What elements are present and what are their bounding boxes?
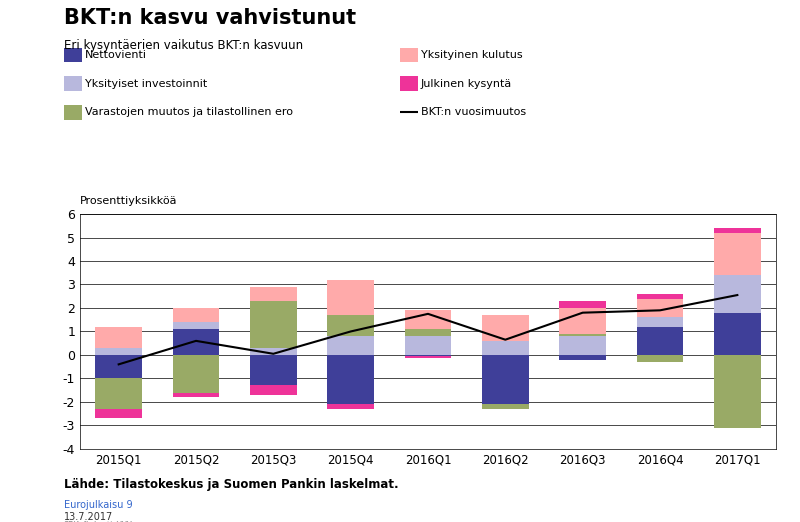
Bar bbox=[405, 355, 451, 356]
Bar bbox=[250, 287, 297, 301]
Text: Eurojulkaisu 9: Eurojulkaisu 9 bbox=[64, 500, 133, 510]
Bar bbox=[173, 322, 219, 329]
Bar bbox=[95, 378, 142, 409]
Bar bbox=[482, 404, 529, 409]
Text: Lähde: Tilastokeskus ja Suomen Pankin laskelmat.: Lähde: Tilastokeskus ja Suomen Pankin la… bbox=[64, 478, 398, 491]
Bar bbox=[327, 315, 374, 336]
Text: BKT:n kasvu vahvistunut: BKT:n kasvu vahvistunut bbox=[64, 8, 356, 28]
Text: 13.7.2017: 13.7.2017 bbox=[64, 512, 114, 521]
Bar bbox=[173, 329, 219, 355]
Bar bbox=[559, 334, 606, 336]
Text: Prosenttiyksikköä: Prosenttiyksikköä bbox=[80, 196, 178, 206]
Bar bbox=[405, 356, 451, 359]
Bar bbox=[714, 275, 761, 313]
Bar bbox=[173, 355, 219, 393]
Bar bbox=[482, 315, 529, 341]
Bar bbox=[637, 317, 683, 327]
Bar bbox=[95, 348, 142, 355]
Text: SPKşfinlanti_YYY: SPKşfinlanti_YYY bbox=[64, 521, 133, 522]
Bar bbox=[327, 336, 374, 355]
Bar bbox=[559, 301, 606, 308]
Bar bbox=[173, 393, 219, 397]
Bar bbox=[482, 355, 529, 404]
Bar bbox=[482, 341, 529, 355]
Bar bbox=[250, 385, 297, 395]
Bar bbox=[714, 228, 761, 233]
Bar bbox=[95, 409, 142, 419]
Bar bbox=[405, 329, 451, 336]
Bar bbox=[637, 327, 683, 355]
Bar bbox=[559, 355, 606, 360]
Bar bbox=[714, 313, 761, 355]
Text: Yksityinen kulutus: Yksityinen kulutus bbox=[421, 50, 522, 60]
Bar bbox=[327, 280, 374, 315]
Bar bbox=[95, 327, 142, 348]
Bar bbox=[327, 404, 374, 409]
Bar bbox=[250, 301, 297, 348]
Bar bbox=[405, 310, 451, 329]
Bar bbox=[250, 348, 297, 355]
Bar bbox=[637, 355, 683, 362]
Bar bbox=[637, 294, 683, 299]
Bar bbox=[714, 355, 761, 428]
Bar bbox=[637, 299, 683, 317]
Bar bbox=[559, 336, 606, 355]
Bar bbox=[173, 308, 219, 322]
Text: Yksityiset investoinnit: Yksityiset investoinnit bbox=[85, 78, 207, 89]
Text: Varastojen muutos ja tilastollinen ero: Varastojen muutos ja tilastollinen ero bbox=[85, 107, 293, 117]
Text: Nettovienti: Nettovienti bbox=[85, 50, 147, 60]
Text: Eri kysyntäerien vaikutus BKT:n kasvuun: Eri kysyntäerien vaikutus BKT:n kasvuun bbox=[64, 39, 303, 52]
Text: BKT:n vuosimuutos: BKT:n vuosimuutos bbox=[421, 107, 526, 117]
Bar bbox=[714, 233, 761, 275]
Text: Julkinen kysyntä: Julkinen kysyntä bbox=[421, 78, 512, 89]
Bar bbox=[327, 355, 374, 404]
Bar bbox=[250, 355, 297, 385]
Bar bbox=[405, 336, 451, 355]
Bar bbox=[95, 355, 142, 378]
Bar bbox=[559, 308, 606, 334]
